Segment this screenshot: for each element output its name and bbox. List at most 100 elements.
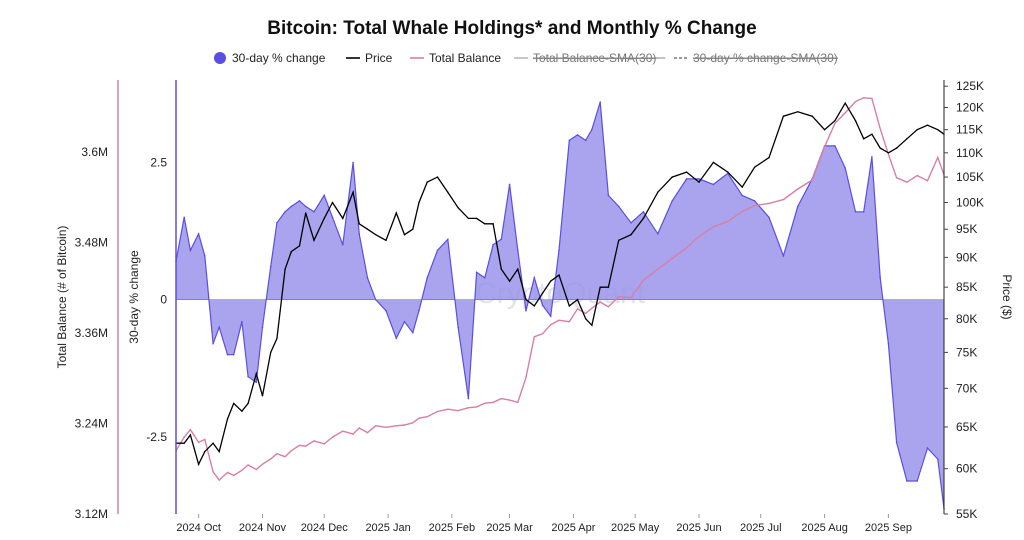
total-balance-point (426, 416, 428, 418)
legend-label: 30-day % change (232, 51, 326, 65)
pct-change-point (183, 216, 185, 219)
x-tick-label: 2025 Jan (365, 522, 410, 534)
pct-change-point (508, 183, 511, 186)
total-balance-point (591, 307, 593, 309)
pct-change-point (500, 238, 503, 241)
total-balance-point (871, 97, 873, 100)
price-point (313, 239, 315, 241)
price-point (352, 191, 354, 193)
total-balance-point (618, 296, 620, 298)
price-point (412, 228, 414, 230)
price-point (418, 201, 420, 204)
pct-change-point (218, 326, 220, 329)
total-balance-point (403, 424, 406, 426)
pct-change-point (797, 205, 799, 208)
balance-tick-label: 3.36M (75, 326, 108, 340)
total-balance-point (558, 319, 560, 321)
price-point (657, 191, 659, 193)
pct-change-point (549, 315, 552, 318)
pct-change-point (558, 249, 560, 252)
price-tick-label: 60K (956, 462, 977, 476)
price-point (811, 115, 813, 117)
price-tick-label: 120K (956, 100, 984, 114)
total-balance-point (255, 468, 257, 471)
total-balance-point (331, 436, 334, 438)
price-point (218, 450, 220, 453)
total-balance-point (412, 422, 414, 424)
pct-change-point (712, 183, 715, 186)
pct-change-point (871, 156, 873, 158)
pct-change-point (862, 211, 865, 213)
pct-tick-label: -2.5 (146, 430, 167, 444)
total-balance-point (313, 440, 315, 442)
right-axis-title: Price ($) (1000, 274, 1014, 319)
total-balance-point (727, 220, 729, 223)
pct-change-point (517, 249, 519, 252)
price-point (247, 402, 249, 405)
pct-change-point (926, 447, 929, 449)
total-balance-point (447, 408, 449, 410)
price-point (854, 120, 857, 122)
price-point (366, 228, 369, 230)
price-tick-label: 55K (956, 507, 977, 521)
total-balance-point (492, 401, 494, 404)
pct-change-point (887, 342, 890, 345)
pct-change-point (204, 255, 206, 257)
total-balance-point (475, 406, 478, 408)
price-point (823, 129, 826, 131)
pct-change-point (447, 238, 449, 241)
total-balance-point (233, 474, 235, 477)
price-tick-label: 125K (956, 79, 984, 93)
price-point (342, 217, 344, 220)
pct-change-point (298, 200, 301, 202)
legend-marker (214, 52, 226, 64)
price-point (797, 111, 799, 113)
total-balance-point (276, 453, 278, 455)
price-tick-label: 70K (956, 381, 977, 395)
price-point (255, 373, 257, 375)
total-balance-point (568, 321, 570, 323)
pct-change-point (284, 211, 286, 213)
pct-change-point (698, 178, 700, 180)
pct-change-point (630, 222, 632, 224)
total-balance-point (270, 458, 272, 460)
pct-change-point (657, 233, 659, 235)
inner-left-axis-title: 30-day % change (127, 250, 141, 344)
price-point (863, 138, 865, 140)
total-balance-point (685, 247, 688, 249)
price-point (712, 161, 715, 164)
total-balance-point (698, 235, 700, 238)
x-tick-label: 2025 Jul (740, 522, 782, 534)
pct-change-point (261, 326, 264, 329)
total-balance-point (418, 417, 420, 419)
price-tick-label: 110K (956, 146, 983, 160)
price-point (276, 338, 278, 340)
total-balance-point (436, 410, 439, 413)
total-balance-point (358, 427, 360, 429)
total-balance-point (533, 336, 535, 338)
price-tick-label: 85K (956, 280, 977, 294)
price-tick-label: 75K (956, 345, 977, 359)
price-point (331, 201, 334, 204)
balance-tick-label: 3.12M (75, 507, 108, 521)
total-balance-point (375, 425, 377, 427)
pct-change-point (412, 331, 414, 334)
total-balance-point (834, 122, 836, 125)
pct-change-point (741, 194, 743, 197)
chart-title: Bitcoin: Total Whale Holdings* and Month… (267, 18, 757, 39)
pct-change-point (189, 249, 192, 252)
pct-change-point (467, 397, 470, 400)
total-balance-point (671, 257, 673, 260)
price-point (568, 305, 570, 307)
pct-change-point (599, 101, 601, 103)
pct-change-point (568, 139, 571, 142)
pct-change-point (906, 480, 908, 482)
price-point (305, 212, 307, 214)
price-point (895, 147, 898, 149)
price-point (183, 442, 185, 444)
total-balance-point (241, 469, 243, 471)
pct-change-point (304, 205, 307, 208)
price-point (642, 217, 645, 220)
price-point (298, 245, 301, 247)
